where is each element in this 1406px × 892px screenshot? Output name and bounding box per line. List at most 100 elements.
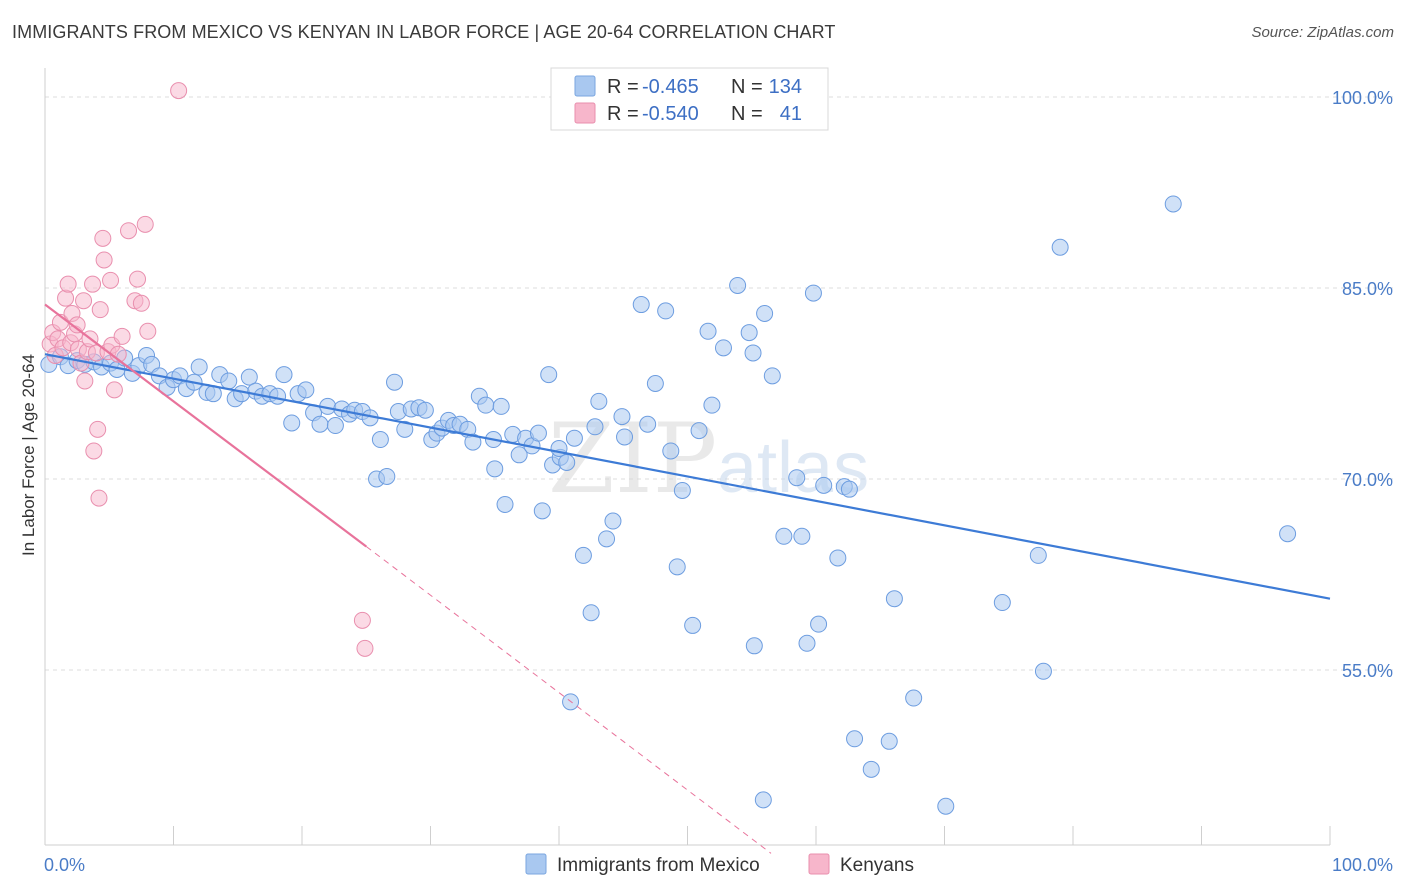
point-mexico-106 (788, 469, 806, 487)
trend-lines (44, 303, 1331, 854)
point-mexico-91 (668, 558, 686, 576)
y-tick-label-2: 85.0% (1342, 279, 1393, 299)
point-mexico-61 (464, 433, 482, 451)
point-mexico-102 (754, 791, 772, 809)
trend-line-mexico (44, 353, 1331, 600)
point-mexico-103 (756, 304, 774, 322)
point-mexico-108 (798, 634, 816, 652)
point-mexico-105 (775, 527, 793, 545)
point-mexico-114 (840, 480, 858, 498)
point-mexico-27 (240, 368, 258, 386)
point-mexico-82 (598, 530, 616, 548)
point-mexico-46 (371, 431, 389, 449)
point-kenya-34 (129, 270, 147, 288)
point-mexico-35 (297, 381, 315, 399)
legend-n-label-1: N = (731, 76, 763, 98)
point-mexico-32 (275, 366, 293, 384)
point-kenya-23 (91, 301, 109, 319)
legend-n-label-2: N = (731, 103, 763, 125)
point-mexico-118 (885, 590, 903, 608)
point-kenya-21 (89, 420, 107, 438)
point-kenya-31 (113, 327, 131, 345)
point-mexico-88 (646, 375, 664, 392)
point-mexico-80 (586, 418, 604, 436)
bottom-legend-swatch-kenya (808, 853, 830, 875)
point-mexico-99 (740, 324, 758, 342)
watermark-zip: ZIP (548, 403, 717, 515)
point-mexico-84 (613, 408, 631, 426)
point-mexico-68 (510, 446, 528, 464)
legend-box (550, 67, 829, 131)
point-mexico-63 (477, 396, 495, 414)
point-mexico-90 (662, 442, 680, 460)
tick-labels: 55.0% 70.0% 85.0% 100.0% 0.0% 100.0% (44, 88, 1393, 875)
trend-line-kenya (44, 303, 367, 548)
point-kenya-32 (120, 222, 138, 240)
point-mexico-119 (905, 689, 923, 707)
point-mexico-115 (846, 730, 864, 748)
point-mexico-65 (492, 397, 510, 415)
point-kenya-38 (170, 82, 188, 100)
point-mexico-120 (937, 797, 955, 815)
point-mexico-96 (703, 396, 721, 414)
point-mexico-116 (862, 760, 880, 778)
point-mexico-83 (604, 512, 622, 530)
source-credit: Source: ZipAtlas.com (1251, 24, 1394, 41)
y-tick-label-3: 100.0% (1332, 88, 1393, 108)
point-mexico-73 (540, 366, 558, 384)
point-mexico-37 (311, 415, 329, 433)
point-kenya-36 (136, 215, 154, 233)
point-mexico-122 (1029, 546, 1047, 564)
bottom-legend: Immigrants from Mexico Kenyans (525, 853, 914, 876)
point-mexico-72 (533, 502, 551, 520)
point-mexico-79 (582, 604, 600, 622)
bottom-legend-label-kenya: Kenyans (840, 855, 914, 876)
point-mexico-33 (283, 414, 301, 432)
point-mexico-94 (690, 422, 708, 440)
point-mexico-39 (326, 417, 344, 435)
point-kenya-24 (94, 229, 112, 247)
legend-r-label-2: R = (607, 103, 639, 125)
legend-r-value-1: -0.465 (642, 76, 699, 98)
point-mexico-77 (565, 429, 583, 447)
x-tick-label-1: 100.0% (1332, 855, 1393, 875)
point-mexico-87 (639, 415, 657, 433)
point-mexico-107 (793, 527, 811, 545)
point-mexico-126 (1279, 525, 1297, 543)
point-kenya-39 (353, 611, 371, 629)
point-mexico-81 (590, 392, 608, 410)
point-mexico-76 (558, 453, 576, 471)
point-kenya-19 (85, 442, 103, 460)
legend-n-value-2: 41 (780, 103, 802, 125)
point-mexico-78 (574, 546, 592, 564)
point-mexico-53 (416, 401, 434, 419)
legend-r-value-2: -0.540 (642, 103, 699, 125)
chart-title: IMMIGRANTS FROM MEXICO VS KENYAN IN LABO… (12, 22, 836, 42)
point-kenya-18 (84, 275, 102, 293)
point-kenya-27 (102, 271, 120, 289)
bottom-legend-label-mexico: Immigrants from Mexico (557, 855, 760, 876)
point-mexico-24 (220, 372, 238, 390)
point-kenya-14 (75, 292, 93, 310)
point-mexico-101 (745, 637, 763, 655)
point-mexico-98 (729, 276, 747, 294)
bottom-legend-swatch-mexico (525, 853, 547, 875)
x-tick-label-0: 0.0% (44, 855, 85, 875)
point-kenya-29 (105, 381, 123, 399)
point-mexico-124 (1051, 238, 1069, 256)
point-mexico-47 (378, 467, 396, 485)
point-mexico-97 (714, 339, 732, 357)
point-mexico-66 (496, 495, 514, 513)
point-mexico-85 (616, 428, 634, 446)
y-tick-label-0: 55.0% (1342, 661, 1393, 681)
legend-r-label-1: R = (607, 76, 639, 98)
point-kenya-37 (139, 322, 157, 340)
grid-lines (45, 96, 1393, 671)
point-kenya-15 (76, 372, 94, 390)
legend-swatch-mexico (574, 75, 596, 97)
legend-swatch-kenya (574, 102, 596, 124)
point-mexico-111 (815, 476, 833, 494)
point-mexico-50 (396, 420, 414, 438)
point-mexico-104 (763, 367, 781, 385)
point-kenya-11 (68, 316, 86, 334)
